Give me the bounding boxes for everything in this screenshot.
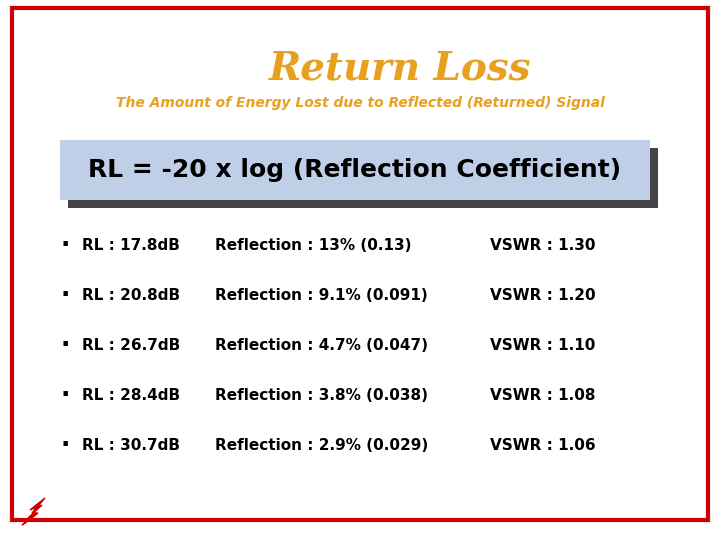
Text: The Amount of Energy Lost due to Reflected (Returned) Signal: The Amount of Energy Lost due to Reflect… [116, 96, 604, 110]
Text: VSWR : 1.20: VSWR : 1.20 [490, 287, 595, 302]
Text: Reflection : 13% (0.13): Reflection : 13% (0.13) [215, 238, 412, 253]
Text: VSWR : 1.30: VSWR : 1.30 [490, 238, 595, 253]
Text: Reflection : 3.8% (0.038): Reflection : 3.8% (0.038) [215, 388, 428, 402]
Text: Reflection : 4.7% (0.047): Reflection : 4.7% (0.047) [215, 338, 428, 353]
Text: ·: · [60, 333, 70, 357]
Text: RL : 26.7dB: RL : 26.7dB [82, 338, 180, 353]
FancyBboxPatch shape [60, 140, 650, 200]
Text: RL : 28.4dB: RL : 28.4dB [82, 388, 180, 402]
Text: Reflection : 9.1% (0.091): Reflection : 9.1% (0.091) [215, 287, 428, 302]
Text: ·: · [60, 433, 70, 457]
Text: Return Loss: Return Loss [269, 49, 531, 87]
Text: VSWR : 1.06: VSWR : 1.06 [490, 437, 595, 453]
Polygon shape [22, 498, 45, 525]
Text: RL : 17.8dB: RL : 17.8dB [82, 238, 180, 253]
Text: Reflection : 2.9% (0.029): Reflection : 2.9% (0.029) [215, 437, 428, 453]
Text: ·: · [60, 233, 70, 257]
Text: RL : 30.7dB: RL : 30.7dB [82, 437, 180, 453]
Text: ·: · [60, 283, 70, 307]
Text: ·: · [60, 383, 70, 407]
Text: VSWR : 1.08: VSWR : 1.08 [490, 388, 595, 402]
FancyBboxPatch shape [12, 8, 708, 520]
Text: RL = -20 x log (Reflection Coefficient): RL = -20 x log (Reflection Coefficient) [89, 158, 621, 182]
FancyBboxPatch shape [68, 148, 658, 208]
Text: VSWR : 1.10: VSWR : 1.10 [490, 338, 595, 353]
Text: RL : 20.8dB: RL : 20.8dB [82, 287, 180, 302]
